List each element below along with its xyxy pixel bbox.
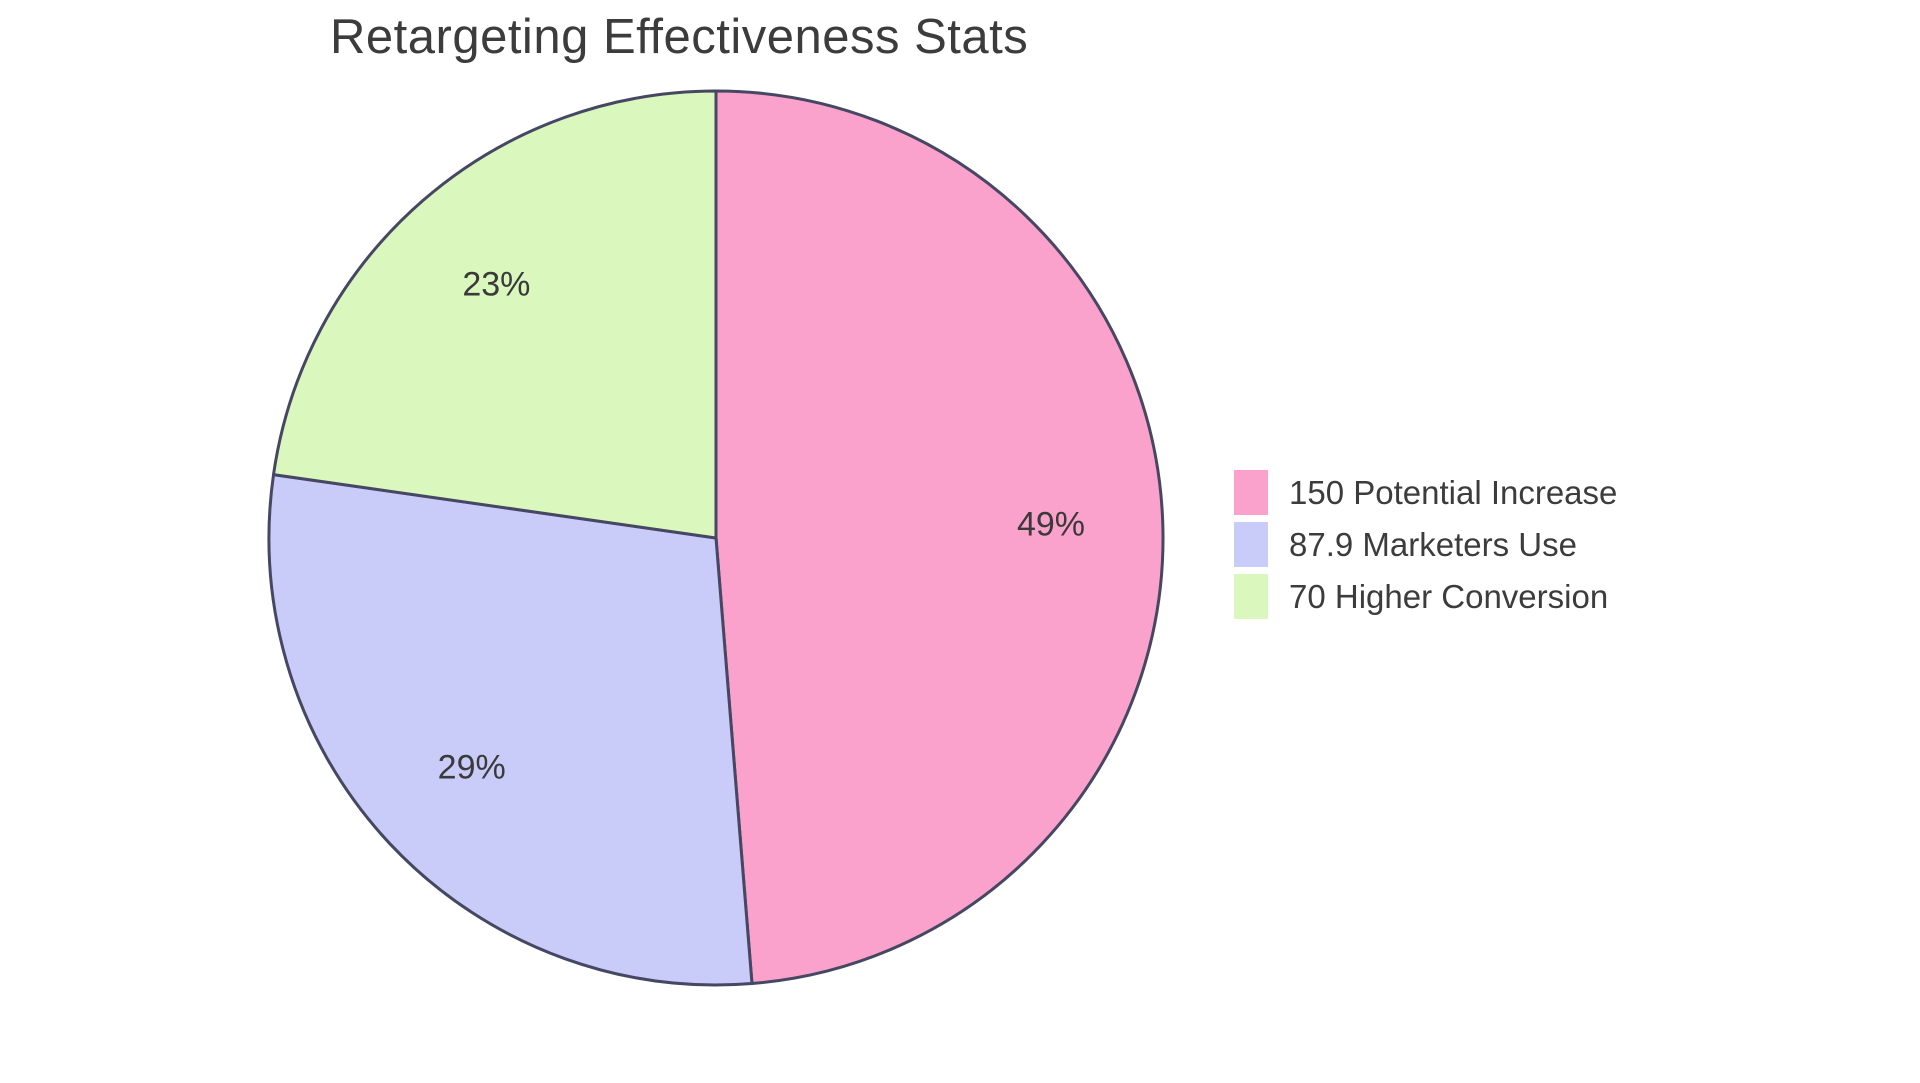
legend: 150 Potential Increase 87.9 Marketers Us… <box>1234 470 1617 619</box>
pie-slice-percent-label: 23% <box>462 265 531 304</box>
legend-item: 70 Higher Conversion <box>1234 574 1617 619</box>
legend-swatch-icon <box>1234 574 1268 619</box>
legend-swatch-icon <box>1234 470 1268 515</box>
pie-slice-percent-label: 29% <box>437 748 506 787</box>
pie-slice-3 <box>272 89 718 540</box>
legend-item: 87.9 Marketers Use <box>1234 522 1617 567</box>
legend-item: 150 Potential Increase <box>1234 470 1617 515</box>
legend-item-label: 87.9 Marketers Use <box>1289 525 1577 563</box>
pie-slice-2 <box>267 473 754 987</box>
pie-slice-percent-label: 49% <box>1016 505 1086 543</box>
legend-swatch-icon <box>1234 522 1268 567</box>
legend-item-label: 150 Potential Increase <box>1289 473 1618 511</box>
pie-slice-1 <box>714 89 1165 986</box>
chart-title: Retargeting Effectiveness Stats <box>330 10 1029 64</box>
legend-item-label: 70 Higher Conversion <box>1289 577 1609 615</box>
